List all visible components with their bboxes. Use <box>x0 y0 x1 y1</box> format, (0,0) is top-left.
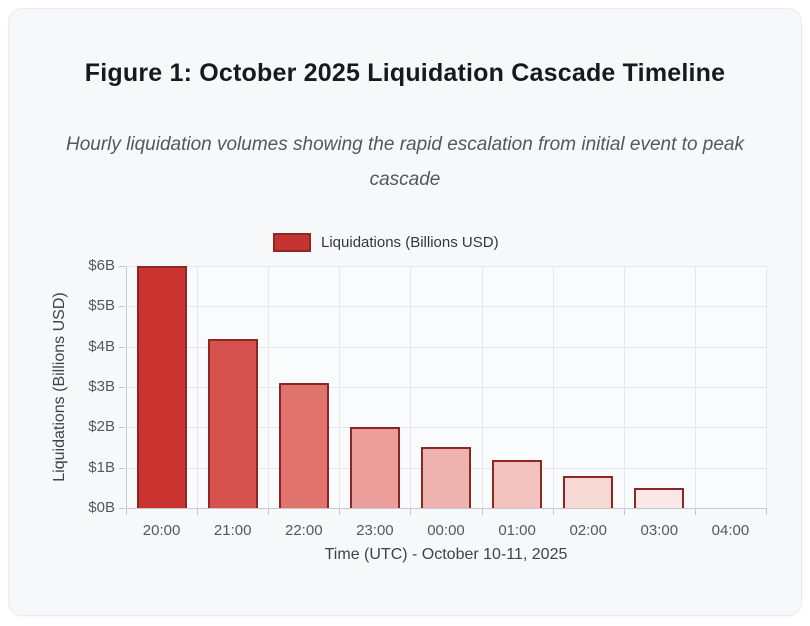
x-tick-mark <box>339 509 341 515</box>
x-tick-label: 02:00 <box>569 522 607 539</box>
horizontal-gridline <box>126 427 766 429</box>
x-tick-label: 21:00 <box>213 522 252 539</box>
y-axis-line <box>126 266 127 509</box>
y-tick-mark <box>119 508 125 509</box>
y-tick-label: $6B <box>88 257 115 274</box>
x-tick-label: 20:00 <box>142 522 181 539</box>
x-tick-label: 01:00 <box>498 522 536 539</box>
horizontal-gridline <box>126 266 766 267</box>
y-tick-label: $3B <box>88 378 115 395</box>
horizontal-gridline <box>126 387 766 388</box>
x-tick-mark <box>126 509 127 515</box>
bar-00:00 <box>421 447 471 508</box>
vertical-gridline <box>766 266 767 508</box>
y-tick-mark <box>119 266 125 267</box>
bar-21:00 <box>208 339 258 508</box>
figure-subtitle: Hourly liquidation volumes showing the r… <box>65 134 745 190</box>
y-tick-label: $2B <box>88 418 115 436</box>
x-tick-mark <box>623 509 625 515</box>
y-tick-mark <box>119 467 125 469</box>
y-tick-mark <box>119 306 125 308</box>
x-axis-line <box>126 508 767 509</box>
horizontal-gridline <box>126 306 766 308</box>
x-tick-label: 22:00 <box>285 522 323 539</box>
horizontal-gridline <box>126 346 766 348</box>
bar-01:00 <box>492 460 542 508</box>
x-tick-label: 23:00 <box>356 522 394 539</box>
chart-legend[interactable]: Liquidations (Billions USD) <box>273 233 499 252</box>
figure-title: Figure 1: October 2025 Liquidation Casca… <box>84 59 726 87</box>
x-tick-mark <box>694 509 696 515</box>
bar-03:00 <box>634 488 684 508</box>
x-tick-label: 03:00 <box>640 522 679 539</box>
y-tick-label: $4B <box>88 337 115 355</box>
figure-card: Figure 1: October 2025 Liquidation Casca… <box>8 8 802 616</box>
y-tick-mark <box>119 387 125 388</box>
x-tick-mark <box>410 509 412 515</box>
x-tick-label: 00:00 <box>427 522 465 539</box>
x-tick-mark <box>766 509 767 515</box>
x-tick-mark <box>268 509 270 515</box>
x-tick-label: 04:00 <box>711 522 750 539</box>
y-tick-label: $0B <box>88 499 115 516</box>
legend-label: Liquidations (Billions USD) <box>321 234 499 251</box>
bar-23:00 <box>350 427 400 508</box>
y-tick-mark <box>119 427 125 429</box>
bar-02:00 <box>563 476 613 508</box>
chart-area: Liquidations (Billions USD) Time (UTC) -… <box>9 9 801 615</box>
bar-22:00 <box>279 383 329 508</box>
y-tick-mark <box>119 346 125 348</box>
x-axis-title: Time (UTC) - October 10-11, 2025 <box>324 546 568 563</box>
bar-20:00 <box>137 266 187 508</box>
x-tick-mark <box>197 509 199 515</box>
y-tick-label: $1B <box>88 458 115 476</box>
y-tick-label: $5B <box>88 297 115 315</box>
x-tick-mark <box>481 509 483 515</box>
x-tick-mark <box>552 509 554 515</box>
legend-swatch-icon <box>273 233 311 252</box>
